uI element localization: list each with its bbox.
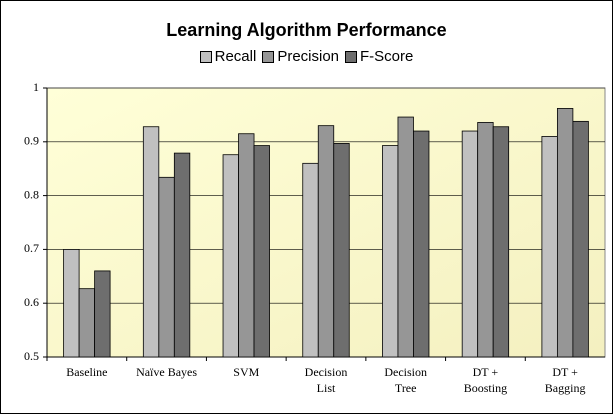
bar — [222, 154, 239, 358]
bar — [333, 143, 350, 358]
bar — [94, 270, 111, 358]
bar — [78, 288, 96, 358]
y-tick-label: 0.8 — [24, 187, 39, 201]
bar — [492, 126, 510, 358]
bar — [238, 133, 255, 358]
bar — [142, 126, 160, 358]
bar — [477, 122, 494, 358]
legend: Recall Precision F-Score — [0, 48, 613, 65]
bar — [382, 145, 399, 358]
y-tick-label: 0.5 — [24, 349, 39, 363]
legend-swatch — [262, 51, 275, 64]
y-tick-label: 1 — [33, 80, 39, 94]
x-tick-label: Baseline — [66, 365, 108, 379]
x-tick-label: DT + Bagging — [544, 365, 586, 395]
bar — [461, 130, 479, 358]
bar — [572, 120, 589, 358]
bar — [158, 176, 175, 358]
x-tick-label: Naïve Bayes — [136, 365, 198, 379]
bar — [556, 108, 574, 358]
x-tick-label: SVM — [233, 365, 260, 379]
bar — [173, 152, 191, 358]
bar — [317, 125, 335, 358]
bar — [253, 145, 270, 358]
chart-title: Learning Algorithm Performance — [166, 20, 447, 40]
legend-swatch — [199, 51, 212, 64]
y-tick-label: 0.7 — [24, 241, 39, 255]
x-tick-label: Decision List — [304, 365, 348, 395]
legend-item: Precision — [262, 48, 339, 65]
legend-item: F-Score — [345, 48, 413, 65]
legend-label: Precision — [277, 48, 340, 65]
bar — [541, 136, 558, 358]
bar — [397, 116, 414, 358]
legend-swatch — [345, 51, 358, 64]
legend-label: Recall — [214, 48, 257, 65]
legend-label: F-Score — [360, 48, 414, 65]
bar — [302, 162, 319, 358]
bar — [413, 130, 430, 358]
x-tick-label: Decision Tree — [384, 365, 428, 395]
x-tick-label: DT + Boosting — [463, 365, 508, 395]
y-tick-label: 0.9 — [24, 134, 39, 148]
y-tick-label: 0.6 — [24, 295, 39, 309]
legend-item: Recall — [199, 48, 257, 65]
bar — [63, 248, 80, 358]
